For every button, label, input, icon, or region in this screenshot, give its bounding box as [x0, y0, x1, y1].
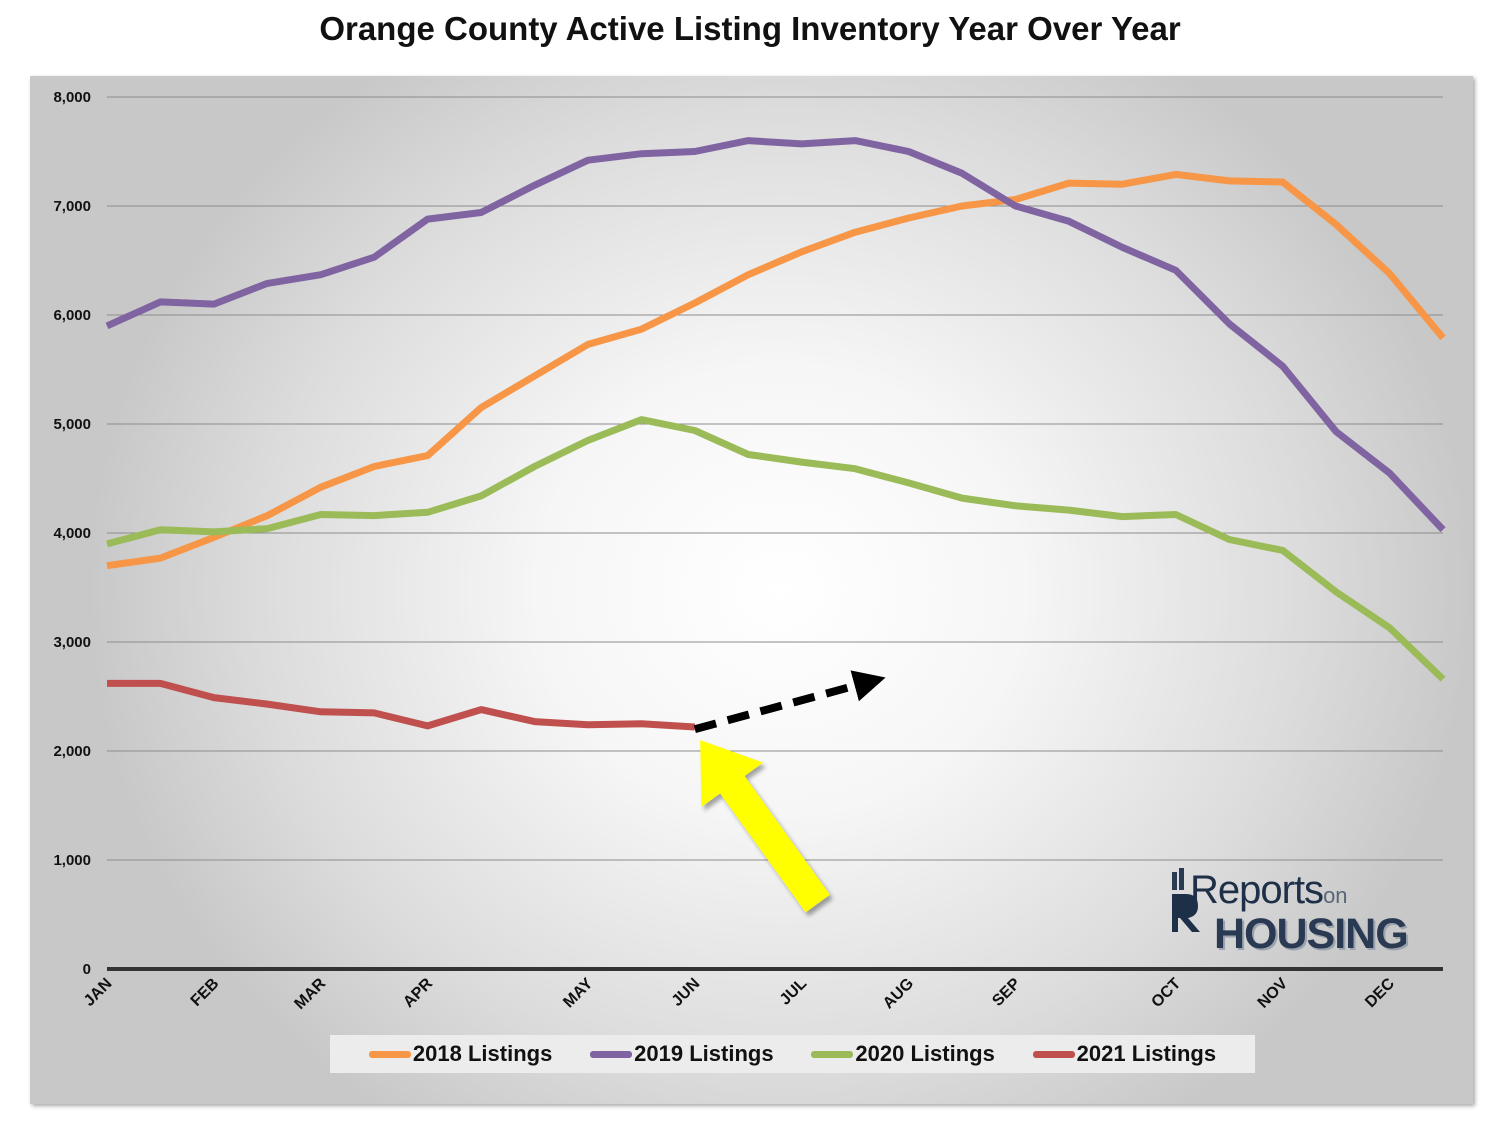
x-tick-label: OCT	[1148, 975, 1184, 1011]
y-tick-label: 1,000	[53, 852, 91, 869]
x-tick-label: JAN	[81, 975, 116, 1010]
legend-item-2018: 2018 Listings	[368, 1041, 553, 1067]
y-tick-label: 4,000	[53, 525, 91, 542]
series-line-2020	[106, 416, 1446, 682]
legend-item-2021: 2021 Listings	[1032, 1041, 1217, 1067]
grid-layer	[107, 96, 1443, 861]
chart-title: Orange County Active Listing Inventory Y…	[319, 10, 1181, 47]
logo-line1: Reportson	[1190, 868, 1348, 913]
x-tick-label: JUN	[669, 975, 704, 1010]
dashed-arrow	[693, 670, 886, 734]
series-layer	[105, 137, 1446, 731]
y-tick-label: 2,000	[53, 743, 91, 760]
legend-label-2021: 2021 Listings	[1076, 1041, 1217, 1066]
x-tick-label: NOV	[1255, 975, 1292, 1012]
y-tick-label: 0	[83, 961, 91, 978]
x-tick-label: FEB	[188, 975, 223, 1010]
legend-label-2018: 2018 Listings	[412, 1041, 553, 1066]
legend-label-2019: 2019 Listings	[634, 1041, 774, 1066]
y-tick-label: 3,000	[53, 634, 91, 651]
legend-item-2019: 2019 Listings	[590, 1041, 774, 1067]
series-line-2019	[105, 137, 1446, 533]
logo-reports-text: Reports	[1190, 868, 1324, 912]
x-tick-label: MAR	[291, 975, 329, 1013]
legend-item-2020: 2020 Listings	[811, 1041, 995, 1067]
logo-mark-icon	[1172, 868, 1200, 932]
logo-housing-text: HOUSING	[1214, 910, 1409, 958]
y-tick-label: 6,000	[53, 307, 91, 324]
legend-swatch-2019	[590, 1050, 633, 1058]
legend-swatch-2020	[811, 1050, 854, 1058]
series-line-2018	[106, 170, 1446, 570]
legend-swatch-2021	[1032, 1050, 1075, 1058]
x-tick-label: SEP	[989, 975, 1024, 1010]
x-tick-label: APR	[400, 975, 436, 1011]
x-tick-label: MAY	[560, 975, 596, 1011]
chart-panel	[30, 76, 1473, 1104]
y-tick-label: 5,000	[53, 416, 91, 433]
series-line-2021	[107, 679, 696, 731]
y-tick-label: 7,000	[53, 198, 91, 215]
annotation-layer	[693, 670, 886, 913]
y-tick-label: 8,000	[53, 89, 91, 106]
legend-swatch-2018	[368, 1050, 411, 1058]
logo-on-text: on	[1323, 883, 1348, 908]
x-tick-label: JUL	[777, 975, 811, 1009]
x-tick-label: AUG	[880, 975, 917, 1012]
yellow-block-arrow	[700, 740, 830, 913]
reports-on-housing-logo: Reportson HOUSING	[1168, 866, 1428, 966]
legend-label-2020: 2020 Listings	[855, 1041, 995, 1066]
legend: 2018 Listings 2019 Listings 2020 Listing…	[330, 1035, 1255, 1073]
x-tick-label: DEC	[1362, 975, 1398, 1011]
